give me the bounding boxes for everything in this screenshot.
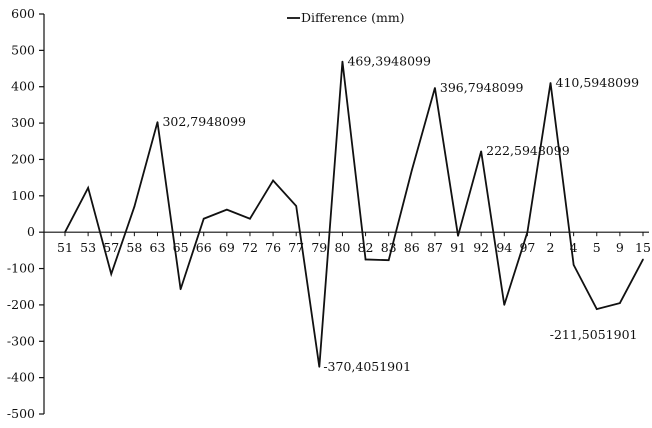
data-point [503,304,506,306]
y-tick-label: 600 [11,6,35,21]
data-point [434,87,436,89]
data-point [249,217,251,220]
data-point [572,264,575,266]
data-label: -370,4051901 [323,359,411,374]
x-tick-label: 87 [427,240,443,255]
y-tick-label: -100 [7,261,35,276]
y-tick-label: 100 [11,188,35,203]
x-tick-label: 66 [196,240,212,255]
y-tick-label: 0 [27,224,35,239]
x-tick-label: 94 [496,240,512,255]
x-tick-label: 15 [635,240,651,255]
legend: Difference (mm) [287,10,405,25]
x-tick-label: 69 [219,240,235,255]
data-point [549,82,552,84]
x-tick-label: 82 [358,240,374,255]
y-tick-label: -400 [7,370,35,385]
y-axis: -500 -400 -300 -200 -100 0 100 200 300 400 500 600 [7,6,45,421]
x-tick-label: 51 [57,240,73,255]
x-tick-label: 5 [593,240,601,255]
data-point [595,308,598,310]
x-tick-label: 91 [450,240,466,255]
data-label: 396,7948099 [440,80,524,95]
y-tick-label: 200 [11,151,35,166]
y-tick-label: 300 [11,115,35,130]
data-point [272,179,274,182]
data-labels: 302,7948099 -370,4051901 469,3948099 396,79… [162,53,639,373]
y-tick-label: -500 [7,406,35,421]
data-point [110,273,113,275]
x-tick-label: 76 [265,240,281,255]
data-label: 410,5948099 [556,75,640,90]
data-label: 302,7948099 [162,114,246,129]
x-tick-label: 2 [547,240,555,255]
x-axis: 51 53 57 58 63 65 66 69 72 76 77 79 80 82 83 86 87 91 92 94… [44,231,651,255]
data-point [295,205,298,207]
data-point [133,205,136,208]
data-point [411,169,413,172]
data-point [457,235,459,237]
data-point [226,208,228,211]
x-tick-label: 79 [311,240,327,255]
x-tick-label: 86 [404,240,420,255]
data-point [526,231,529,233]
legend-label: Difference (mm) [301,10,405,25]
data-point [179,288,182,291]
x-tick-label: 65 [173,240,189,255]
series-line [64,61,644,367]
data-point [619,302,621,304]
data-point [387,259,390,261]
data-label: -211,5051901 [550,327,638,342]
data-point [318,366,321,368]
x-tick-label: 92 [473,240,489,255]
data-point [202,217,205,220]
x-tick-label: 4 [570,240,578,255]
x-tick-label: 83 [381,240,397,255]
data-point [341,60,344,63]
x-tick-label: 57 [103,240,119,255]
data-point [87,187,89,189]
y-tick-label: 400 [11,79,35,94]
y-tick-label: -300 [7,333,35,348]
x-tick-label: 72 [242,240,258,255]
data-point [642,258,644,261]
data-point [64,231,66,233]
x-tick-label: 80 [334,240,350,255]
y-tick-label: -200 [7,297,35,312]
x-tick-label: 53 [80,240,96,255]
series-difference [64,60,644,368]
x-tick-label: 77 [288,240,304,255]
data-label: 469,3948099 [347,53,431,68]
x-tick-label: 58 [126,240,142,255]
data-point [156,121,159,123]
data-point [364,258,367,261]
data-label: 222,5948099 [486,143,570,158]
data-point [480,150,482,153]
x-tick-label: 63 [150,240,166,255]
x-tick-label: 9 [616,240,624,255]
y-tick-label: 500 [11,42,35,57]
